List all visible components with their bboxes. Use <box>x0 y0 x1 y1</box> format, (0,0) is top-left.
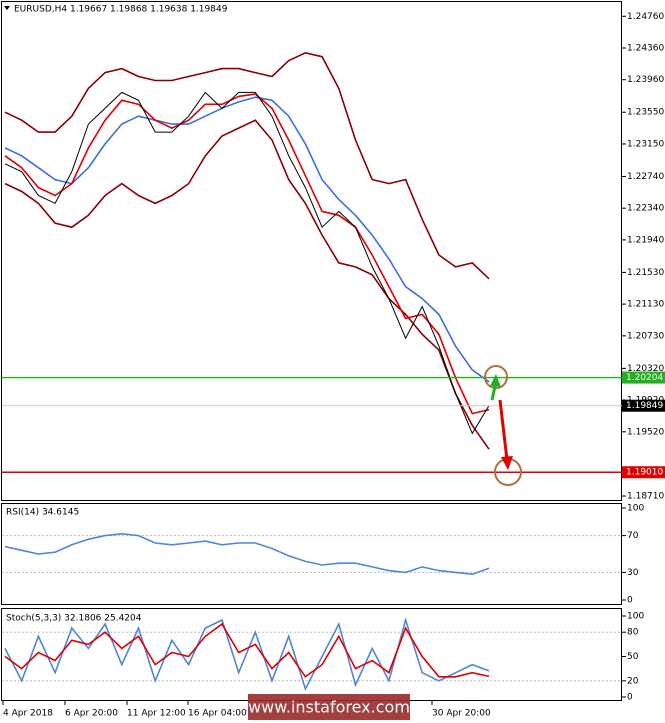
y-tick-label: 1.19520 <box>627 427 664 437</box>
y-tick-label: 0 <box>627 596 633 606</box>
series-line <box>4 96 490 383</box>
series-line <box>4 93 490 415</box>
arrow-head <box>501 456 513 470</box>
annotations <box>4 6 522 486</box>
price-label-box <box>622 466 665 479</box>
rsi-frame <box>1 503 622 605</box>
y-tick-label: 1.20730 <box>627 331 664 341</box>
x-tick-label: 30 Apr 20:00 <box>432 709 491 719</box>
series-line <box>4 532 490 576</box>
y-tick-label: 1.23550 <box>627 108 664 118</box>
y-tick-label: 20 <box>627 676 639 686</box>
y-tick-label: 100 <box>627 504 644 514</box>
menu-icon <box>4 6 10 10</box>
y-tick-label: 1.23150 <box>627 139 664 149</box>
series-line <box>4 51 490 280</box>
y-tick-label: 1.21940 <box>627 235 664 245</box>
y-tick-label: 70 <box>627 531 639 541</box>
y-tick-label: 50 <box>627 652 639 662</box>
arrow-head <box>490 374 501 387</box>
stoch-title: Stoch(5,3,3) 32.1806 25.4204 <box>6 614 142 624</box>
x-tick-label: 11 Apr 12:00 <box>127 709 186 719</box>
arrow-down <box>498 399 509 461</box>
y-tick-label: 80 <box>627 628 639 638</box>
watermark-box <box>248 694 410 720</box>
price-label: 1.19010 <box>626 468 663 478</box>
y-tick-label: 1.22740 <box>627 172 664 182</box>
series-line <box>4 91 490 435</box>
main-title: EURUSD,H4 1.19667 1.19868 1.19638 1.1984… <box>14 5 228 15</box>
plot: 1.24760 1.24360 1.23960 1.23550 1.23150 1.227… <box>2 12 665 719</box>
price-label-box <box>622 371 665 384</box>
rsi-title: RSI(14) 34.6145 <box>6 508 79 518</box>
price-label-box <box>622 399 665 412</box>
series-line <box>4 622 490 678</box>
y-tick-label: 1.23960 <box>627 75 664 85</box>
y-tick-label: 1.21530 <box>627 268 664 278</box>
y-tick-label: 1.24760 <box>627 12 664 22</box>
price-label: 1.19849 <box>626 401 663 411</box>
y-tick-label: 100 <box>627 612 644 622</box>
main-frame <box>1 1 622 501</box>
y-tick-label: 1.20320 <box>627 364 664 374</box>
watermark: www.instaforex.com <box>248 698 410 717</box>
y-tick-label: 1.22340 <box>627 204 664 214</box>
price-label: 1.20204 <box>626 373 663 383</box>
y-tick-label: 0 <box>627 693 633 703</box>
y-tick-label: 1.24360 <box>627 43 664 53</box>
y-tick-label: 30 <box>627 568 639 578</box>
x-tick-label: 6 Apr 20:00 <box>65 709 118 719</box>
y-tick-label: 1.21130 <box>627 300 664 310</box>
x-tick-label: 4 Apr 2018 <box>3 709 53 719</box>
y-tick-label: 1.18710 <box>627 492 664 502</box>
x-tick-label: 16 Apr 04:00 <box>188 709 247 719</box>
series-line <box>4 617 490 691</box>
